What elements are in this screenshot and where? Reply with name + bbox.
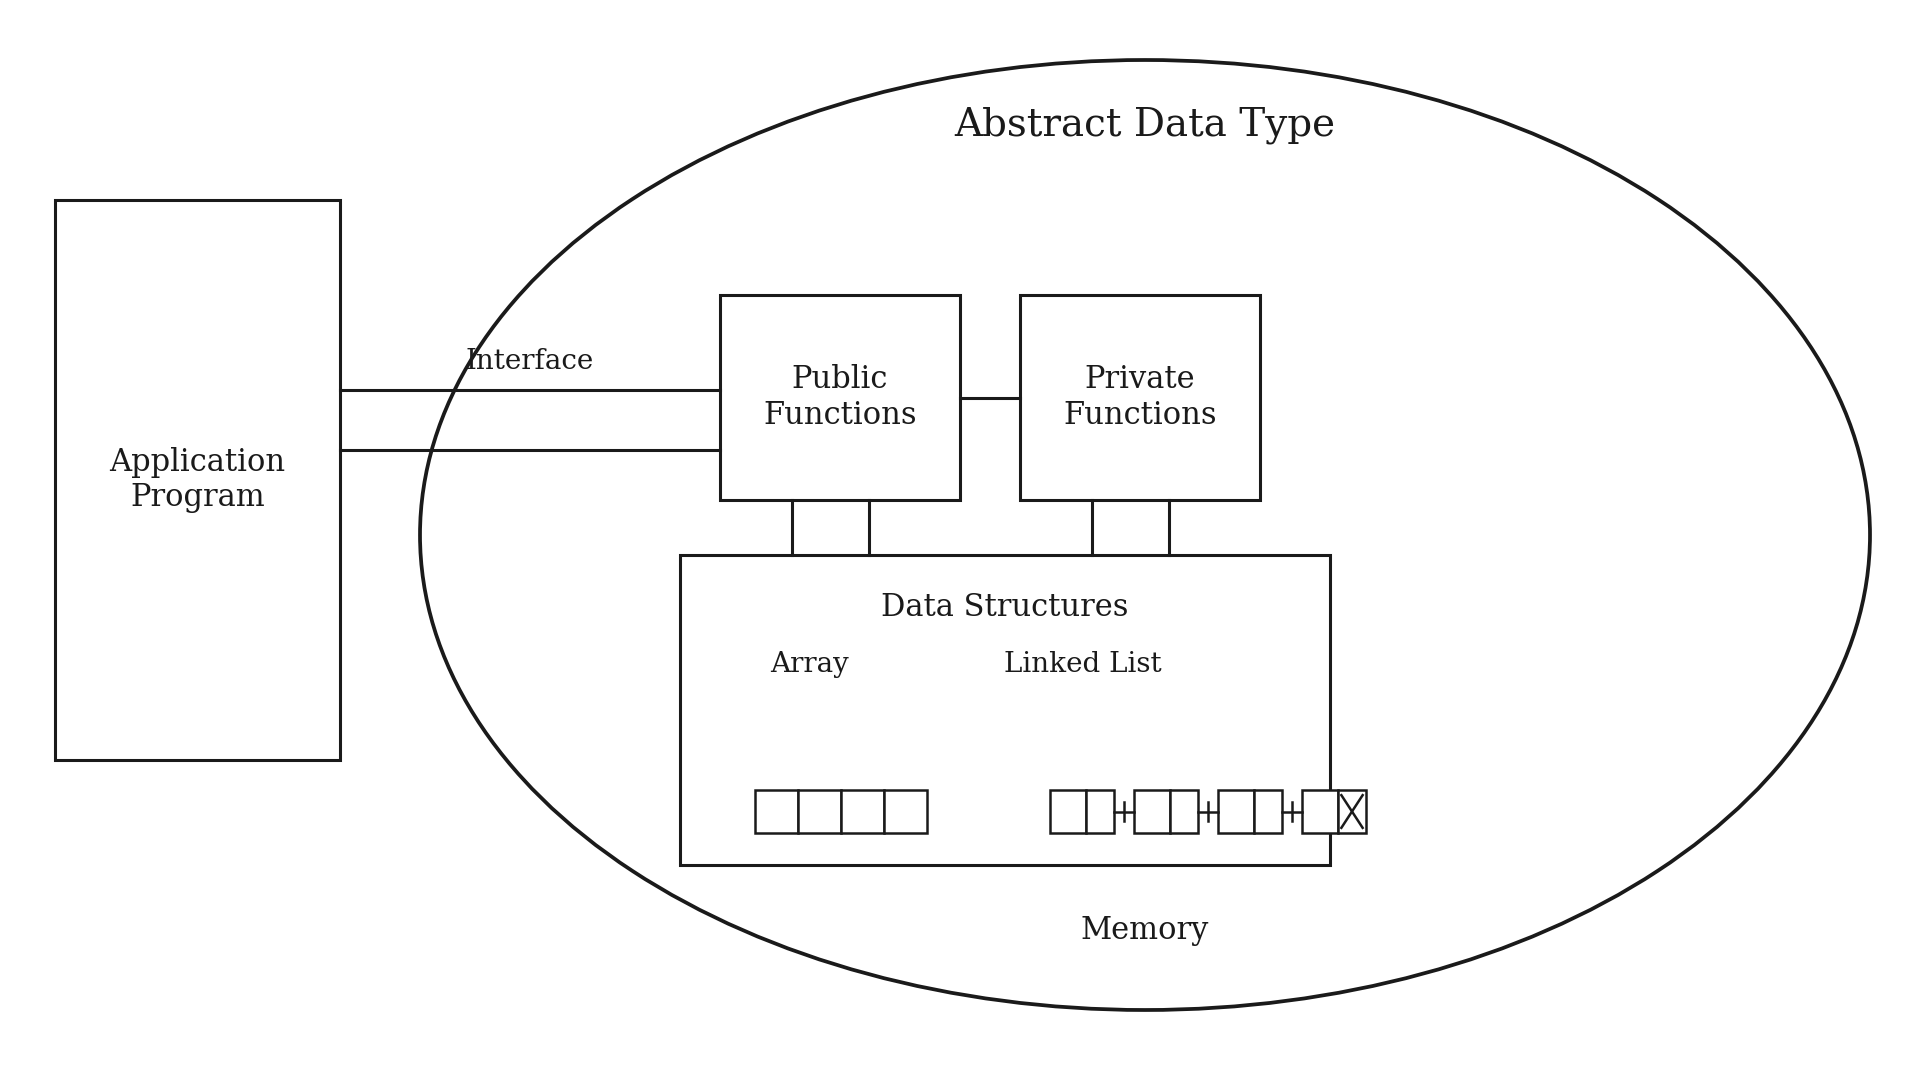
Text: Memory: Memory — [1081, 915, 1210, 945]
Bar — [1217, 789, 1254, 833]
Text: Private
Functions: Private Functions — [1064, 364, 1217, 431]
Text: Application
Program: Application Program — [109, 447, 286, 513]
Bar — [680, 555, 1331, 865]
Bar — [56, 200, 340, 760]
Bar — [1135, 789, 1169, 833]
Bar — [1302, 789, 1338, 833]
Bar — [1020, 295, 1260, 500]
Text: Data Structures: Data Structures — [881, 592, 1129, 622]
Bar — [1087, 789, 1114, 833]
Bar — [841, 789, 883, 833]
Bar — [720, 295, 960, 500]
Bar — [1169, 789, 1198, 833]
Text: Linked List: Linked List — [1004, 651, 1162, 678]
Bar — [1254, 789, 1283, 833]
Text: Array: Array — [770, 651, 849, 678]
Bar — [799, 789, 841, 833]
Bar — [755, 789, 799, 833]
Text: Public
Functions: Public Functions — [762, 364, 918, 431]
Text: Interface: Interface — [467, 348, 593, 375]
Bar — [1338, 789, 1365, 833]
Bar — [1050, 789, 1087, 833]
Text: Abstract Data Type: Abstract Data Type — [954, 106, 1336, 144]
Bar — [883, 789, 927, 833]
